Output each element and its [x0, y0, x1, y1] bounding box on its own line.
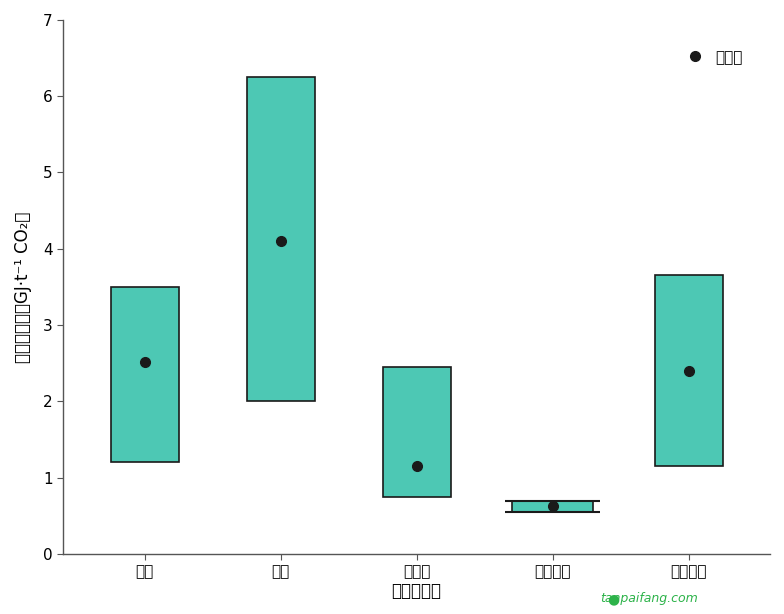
Y-axis label: 捕集能耗／（GJ·t⁻¹ CO₂）: 捕集能耗／（GJ·t⁻¹ CO₂）	[14, 211, 32, 363]
Legend: 平均值: 平均值	[673, 44, 749, 71]
X-axis label: 主要排放源: 主要排放源	[392, 582, 441, 600]
Bar	[383, 367, 451, 497]
Text: ●: ●	[608, 592, 619, 606]
Bar	[512, 500, 593, 512]
Text: tanpaifang.com: tanpaifang.com	[600, 592, 698, 605]
Bar	[111, 287, 179, 462]
Bar	[247, 77, 314, 402]
Bar	[655, 276, 723, 466]
